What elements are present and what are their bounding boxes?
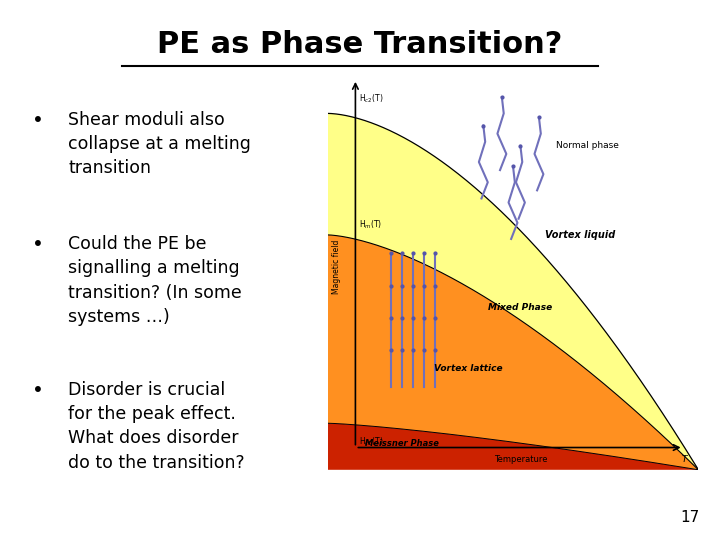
Text: Vortex liquid: Vortex liquid <box>544 230 615 240</box>
Text: H$_m$(T): H$_m$(T) <box>359 218 382 231</box>
Text: H$_{c1}$(T): H$_{c1}$(T) <box>359 435 384 448</box>
Text: Disorder is crucial
for the peak effect.
What does disorder
do to the transition: Disorder is crucial for the peak effect.… <box>68 381 245 471</box>
Polygon shape <box>328 235 698 470</box>
Text: Normal phase: Normal phase <box>556 141 618 150</box>
Text: T: T <box>682 455 688 464</box>
Text: •: • <box>32 381 44 400</box>
Text: •: • <box>32 235 44 254</box>
Polygon shape <box>328 423 698 470</box>
Text: PE as Phase Transition?: PE as Phase Transition? <box>157 30 563 59</box>
Text: •: • <box>32 111 44 130</box>
Text: Magnetic field: Magnetic field <box>333 240 341 294</box>
Text: Temperature: Temperature <box>494 455 547 464</box>
Text: H$_{c2}$(T): H$_{c2}$(T) <box>359 93 384 105</box>
Text: Meissner Phase: Meissner Phase <box>365 439 438 448</box>
Text: Shear moduli also
collapse at a melting
transition: Shear moduli also collapse at a melting … <box>68 111 251 177</box>
Text: Mixed Phase: Mixed Phase <box>488 303 552 312</box>
Text: Vortex lattice: Vortex lattice <box>434 364 503 373</box>
Polygon shape <box>328 113 698 470</box>
Text: Could the PE be
signalling a melting
transition? (In some
systems …): Could the PE be signalling a melting tra… <box>68 235 242 326</box>
Text: 17: 17 <box>680 510 700 525</box>
